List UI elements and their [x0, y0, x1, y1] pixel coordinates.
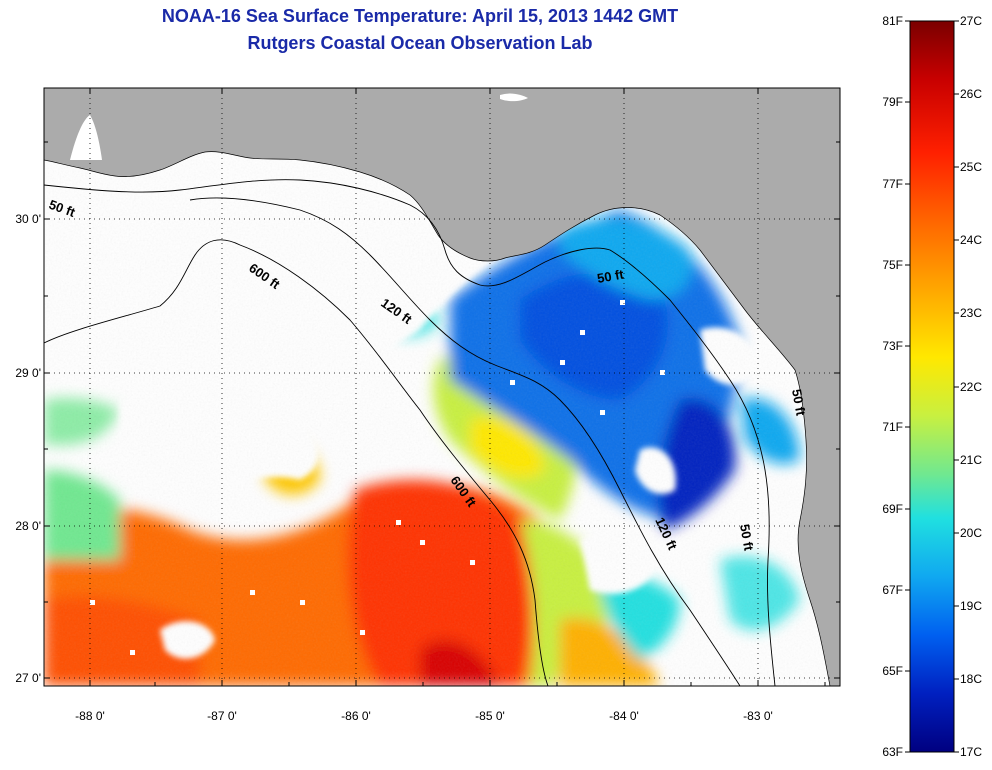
- colorbar-c-label: 18C: [960, 672, 982, 686]
- map-title: NOAA-16 Sea Surface Temperature: April 1…: [161, 6, 679, 26]
- colorbar-c-label: 27C: [960, 14, 982, 28]
- lon-tick-label: -86 0': [341, 709, 371, 723]
- map-frame: [43, 87, 841, 687]
- colorbar-c-label: 19C: [960, 599, 982, 613]
- colorbar-f-label: 79F: [882, 95, 903, 109]
- lat-tick-label: 30 0': [15, 212, 41, 226]
- colorbar-c-label: 20C: [960, 526, 982, 540]
- depth-contours: [44, 179, 776, 686]
- lat-tick-label: 29 0': [15, 366, 41, 380]
- colorbar-c-label: 21C: [960, 453, 982, 467]
- colorbar-gradient: [909, 20, 955, 753]
- lon-tick-label: -84 0': [609, 709, 639, 723]
- colorbar-c-label: 17C: [960, 745, 982, 759]
- colorbar-f-label: 81F: [882, 14, 903, 28]
- colorbar-f-label: 73F: [882, 339, 903, 353]
- colorbar-c-label: 22C: [960, 380, 982, 394]
- colorbar-c-label: 25C: [960, 160, 982, 174]
- map-area: 50 ft 600 ft 120 ft 50 ft 600 ft 120 ft …: [44, 88, 840, 686]
- lon-tick-label: -87 0': [207, 709, 237, 723]
- colorbar-c-label: 26C: [960, 87, 982, 101]
- colorbar-c-label: 24C: [960, 233, 982, 247]
- axis-ticks: [44, 88, 840, 686]
- colorbar-f-label: 69F: [882, 502, 903, 516]
- lat-tick-label: 27 0': [15, 671, 41, 685]
- colorbar-f-label: 77F: [882, 177, 903, 191]
- lon-tick-label: -88 0': [75, 709, 105, 723]
- colorbar-f-label: 67F: [882, 583, 903, 597]
- colorbar-c-label: 23C: [960, 306, 982, 320]
- land: [44, 88, 840, 686]
- colorbar: 81F 79F 77F 75F 73F 71F 69F 67F 65F 63F …: [882, 14, 982, 759]
- colorbar-f-label: 63F: [882, 745, 903, 759]
- contour-label-50ft-bigbend: 50 ft: [596, 266, 626, 286]
- map-subtitle: Rutgers Coastal Ocean Observation Lab: [247, 33, 593, 53]
- colorbar-f-label: 75F: [882, 258, 903, 272]
- contour-label-50ft-east: 50 ft: [789, 388, 809, 418]
- lon-tick-label: -85 0': [475, 709, 505, 723]
- colorbar-f-label: 65F: [882, 664, 903, 678]
- contour-label-50ft-south: 50 ft: [737, 523, 757, 553]
- sst-field: [44, 88, 840, 686]
- lat-tick-label: 28 0': [15, 519, 41, 533]
- colorbar-f-label: 71F: [882, 420, 903, 434]
- lon-tick-label: -83 0': [743, 709, 773, 723]
